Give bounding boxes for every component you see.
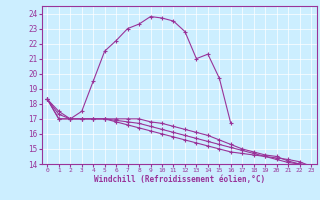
X-axis label: Windchill (Refroidissement éolien,°C): Windchill (Refroidissement éolien,°C) [94,175,265,184]
